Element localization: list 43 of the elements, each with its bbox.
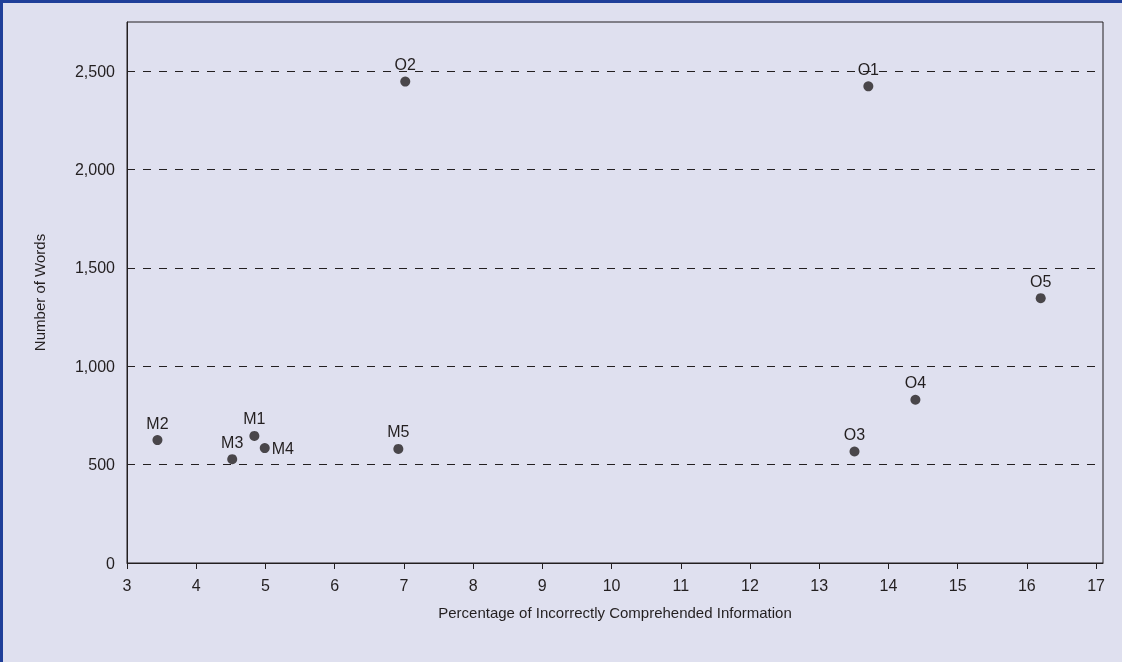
annotation: M1 (243, 410, 266, 428)
x-tick-label: 10 (602, 576, 621, 594)
annotation: O5 (1030, 272, 1052, 290)
point (249, 430, 260, 441)
x-axis-title: Percentage of Incorrectly Comprehended Information (438, 604, 792, 621)
x-tick-label: 17 (1087, 576, 1106, 594)
y-axis-title: Number of Words (31, 233, 48, 352)
y-tick-label: 0 (106, 554, 116, 572)
point (1035, 293, 1046, 304)
x-tick-label: 3 (122, 576, 132, 594)
annotation: O1 (857, 60, 880, 78)
point (400, 76, 411, 87)
annotation: M3 (221, 433, 244, 451)
annotation: O3 (843, 425, 866, 443)
point (227, 454, 238, 465)
point (152, 435, 163, 446)
y-tick-label: 2,500 (74, 62, 116, 80)
x-tick-label: 13 (810, 576, 829, 594)
x-tick-label: 16 (1017, 576, 1036, 594)
point (910, 394, 921, 405)
x-tick-label: 7 (399, 576, 409, 594)
annotation: O2 (394, 56, 417, 74)
x-tick-label: 9 (537, 576, 547, 594)
x-tick-label: 4 (191, 576, 201, 594)
x-tick-label: 15 (948, 576, 967, 594)
x-tick-label: 12 (741, 576, 759, 594)
x-tick-label: 5 (260, 576, 270, 594)
y-tick-label: 1,500 (74, 259, 116, 277)
annotation: M2 (146, 414, 169, 432)
x-tick-label: 8 (468, 576, 478, 594)
point (849, 446, 860, 457)
x-tick-label: 14 (879, 576, 898, 594)
annotation: M5 (387, 423, 410, 441)
y-tick-label: 2,000 (74, 161, 116, 179)
annotation: M4 (271, 439, 294, 457)
x-tick-label: 6 (330, 576, 340, 594)
point (259, 443, 270, 454)
y-tick-label: 500 (88, 456, 116, 474)
point (393, 443, 404, 454)
y-tick-label: 1,000 (74, 357, 116, 375)
annotation: O4 (904, 374, 927, 392)
point (863, 81, 874, 92)
x-tick-label: 11 (672, 576, 690, 594)
